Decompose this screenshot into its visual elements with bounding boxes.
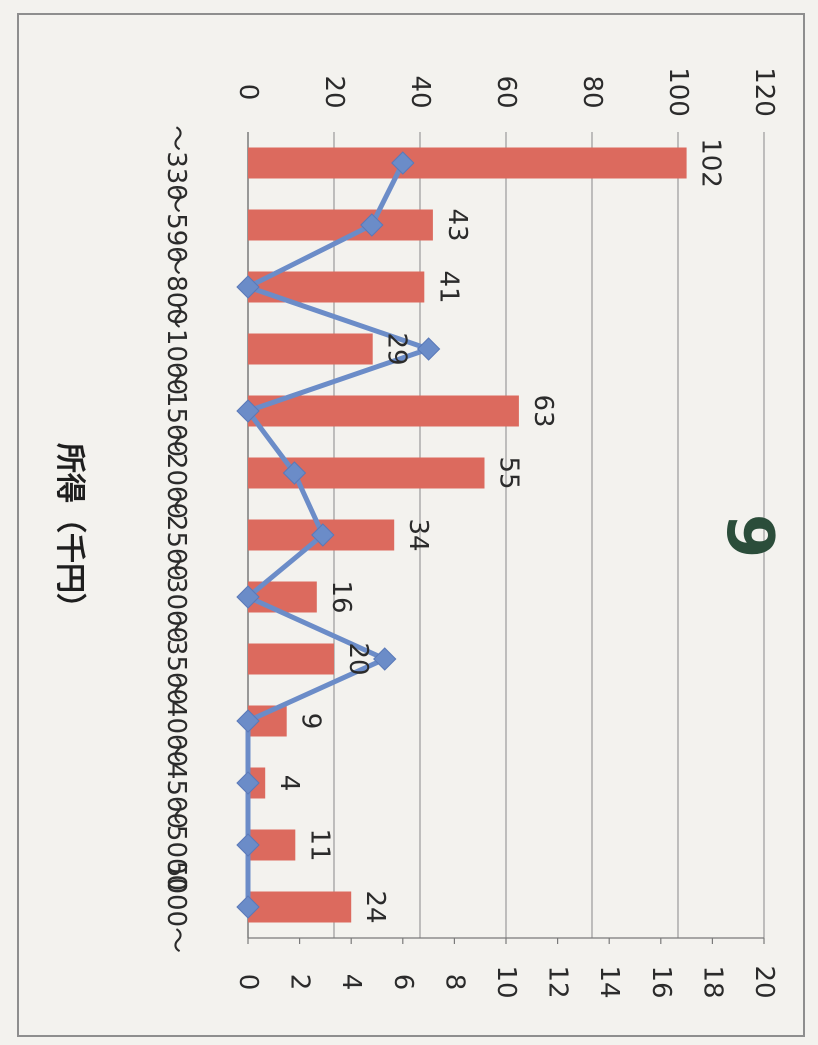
- secondary-axis-tick-label: 0: [233, 974, 263, 991]
- bar-data-label: 4: [274, 775, 304, 792]
- bar-data-label: 55: [494, 456, 524, 489]
- category-label: ～1000: [161, 303, 191, 395]
- line-point: [236, 771, 260, 795]
- line-point: [236, 709, 260, 733]
- category-label: 5000～: [161, 861, 191, 953]
- bar-data-label: 34: [403, 518, 433, 551]
- secondary-axis-tick-label: 2: [285, 974, 315, 991]
- bar-data-label: 63: [528, 394, 558, 427]
- primary-axis-tick-label: 100: [663, 67, 693, 117]
- line-point: [391, 151, 415, 175]
- x-axis-title: 所得（千円）: [52, 443, 87, 623]
- secondary-axis-tick-label: 10: [491, 965, 521, 998]
- primary-axis-tick-label: 40: [405, 75, 435, 108]
- line-series: [236, 151, 441, 919]
- bar-data-label: 20: [343, 642, 373, 675]
- bar-data-label: 29: [382, 332, 412, 365]
- line-point: [236, 275, 260, 299]
- category-label: ～3500: [161, 613, 191, 705]
- line-point: [282, 461, 307, 485]
- chart-title: 9: [712, 514, 786, 559]
- category-label: ～5000: [161, 799, 191, 891]
- category-label: ～2500: [161, 489, 191, 581]
- secondary-axis-tick-label: 6: [388, 974, 418, 991]
- bar-data-label: 11: [304, 828, 334, 861]
- secondary-axis-tick-label: 16: [646, 965, 676, 998]
- bar-data-label: 43: [442, 208, 472, 241]
- category-label: ～800: [161, 249, 191, 325]
- secondary-axis-tick-label: 4: [336, 974, 366, 991]
- bar-data-label: 102: [696, 138, 726, 188]
- bar: [248, 333, 373, 365]
- line-point: [236, 585, 260, 609]
- category-label: ～590: [161, 187, 191, 263]
- secondary-axis-tick-label: 20: [749, 965, 779, 998]
- primary-axis-tick-label: 80: [577, 75, 607, 108]
- category-label: ～330: [161, 125, 191, 201]
- bar-data-label: 24: [360, 890, 390, 923]
- secondary-axis-tick-label: 14: [594, 965, 624, 998]
- bar: [248, 891, 352, 923]
- line-point: [236, 895, 260, 919]
- chart-border: [17, 13, 805, 1037]
- primary-axis-tick-label: 0: [233, 84, 263, 101]
- bar-data-label: 16: [326, 580, 356, 613]
- category-label: ～1500: [161, 365, 191, 457]
- secondary-axis-tick-label: 8: [439, 974, 469, 991]
- line-point: [416, 337, 441, 361]
- bar: [248, 147, 687, 179]
- gridlines: [247, 132, 765, 938]
- bar-data-label: 9: [296, 713, 326, 730]
- line-point: [236, 399, 260, 423]
- line-point: [311, 523, 335, 547]
- bar: [248, 643, 334, 675]
- category-label: ～4500: [161, 737, 191, 829]
- primary-axis-tick-label: 60: [491, 75, 521, 108]
- line-point: [236, 833, 260, 857]
- bar: [248, 209, 433, 241]
- bar-series: [248, 147, 687, 923]
- line-point: [360, 213, 384, 237]
- primary-axis-tick-label: 120: [749, 67, 779, 117]
- category-label: ～2000: [161, 427, 191, 519]
- secondary-axis-tick-label: 12: [543, 965, 573, 998]
- primary-axis-tick-label: 20: [319, 75, 349, 108]
- category-label: ～4000: [161, 675, 191, 767]
- line-point: [373, 647, 397, 671]
- secondary-axis-tick-label: 18: [697, 965, 727, 998]
- bar-data-label: 41: [433, 270, 463, 303]
- bar: [248, 395, 519, 427]
- category-label: ～3000: [161, 551, 191, 643]
